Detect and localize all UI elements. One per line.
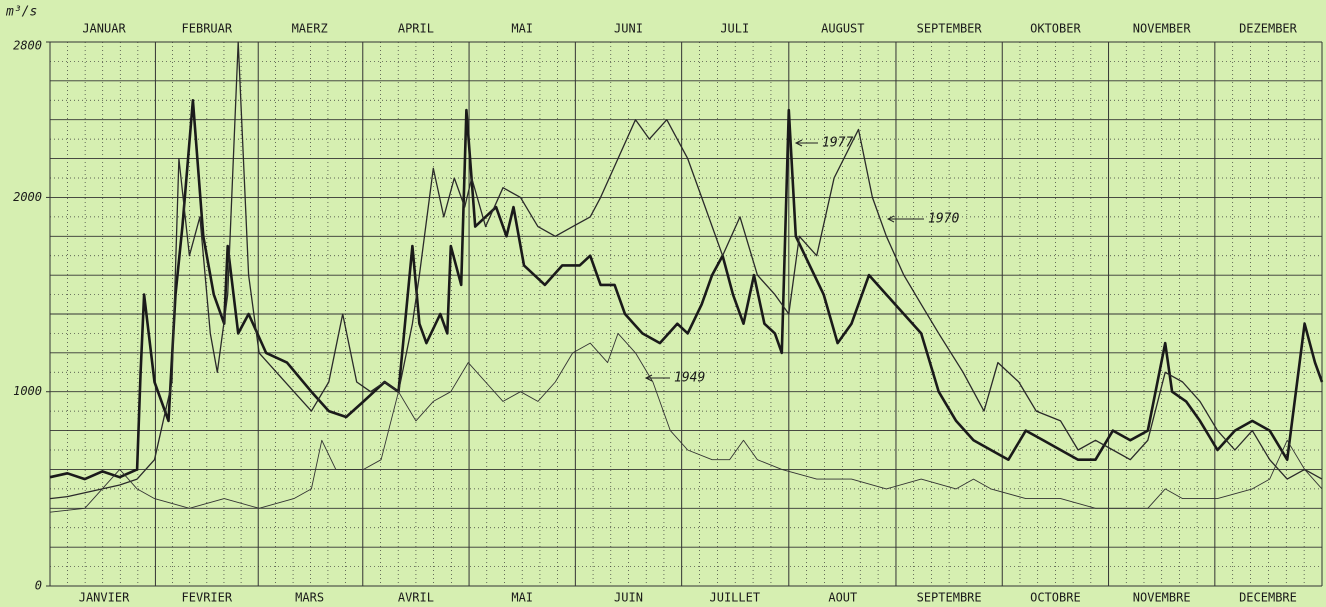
x-tick-label-top: NOVEMBER bbox=[1133, 22, 1192, 36]
series-line bbox=[49, 332, 1323, 513]
x-tick-label-top: OKTOBER bbox=[1030, 22, 1081, 36]
x-tick-label-top: FEBRUAR bbox=[182, 22, 233, 36]
x-tick-label-bottom: MARS bbox=[295, 591, 324, 605]
annotation-arrowhead bbox=[644, 374, 653, 382]
x-tick-label-bottom: SEPTEMBRE bbox=[917, 591, 982, 605]
x-tick-label-bottom: NOVEMBRE bbox=[1133, 591, 1191, 605]
x-tick-label-top: DEZEMBER bbox=[1239, 22, 1298, 36]
x-tick-label-top: JULI bbox=[720, 22, 749, 36]
x-tick-label-top: SEPTEMBER bbox=[917, 22, 983, 36]
x-tick-label-bottom: AVRIL bbox=[398, 591, 434, 605]
x-tick-label-bottom: MAI bbox=[511, 591, 533, 605]
x-tick-label-bottom: JUIN bbox=[614, 591, 643, 605]
series-line bbox=[49, 41, 1323, 500]
series-line bbox=[49, 99, 1324, 481]
x-tick-label-top: AUGUST bbox=[821, 22, 864, 36]
x-tick-label-top: JUNI bbox=[614, 22, 643, 36]
y-tick-label: 2800 bbox=[13, 39, 42, 53]
x-tick-label-top: MAERZ bbox=[292, 22, 328, 36]
annotation: 1970 bbox=[928, 212, 959, 227]
x-tick-label-bottom: FEVRIER bbox=[182, 591, 233, 605]
x-tick-label-top: APRIL bbox=[398, 22, 434, 36]
x-tick-label-top: MAI bbox=[511, 22, 533, 36]
annotation-arrowhead bbox=[886, 215, 895, 223]
y-axis-label: m³/s bbox=[5, 5, 37, 20]
x-tick-label-bottom: DECEMBRE bbox=[1239, 591, 1297, 605]
x-tick-label-bottom: JANVIER bbox=[79, 591, 130, 605]
y-tick-label: 1000 bbox=[13, 384, 42, 398]
annotation: 1977 bbox=[822, 136, 853, 151]
annotation: 1949 bbox=[674, 371, 705, 386]
x-tick-label-bottom: AOUT bbox=[828, 591, 857, 605]
x-tick-label-bottom: OCTOBRE bbox=[1030, 591, 1081, 605]
x-tick-label-top: JANUAR bbox=[82, 22, 126, 36]
annotation-arrowhead bbox=[794, 139, 803, 147]
y-tick-label: 2000 bbox=[13, 190, 42, 204]
x-tick-label-bottom: JUILLET bbox=[710, 591, 761, 605]
y-tick-label: 0 bbox=[35, 579, 42, 593]
